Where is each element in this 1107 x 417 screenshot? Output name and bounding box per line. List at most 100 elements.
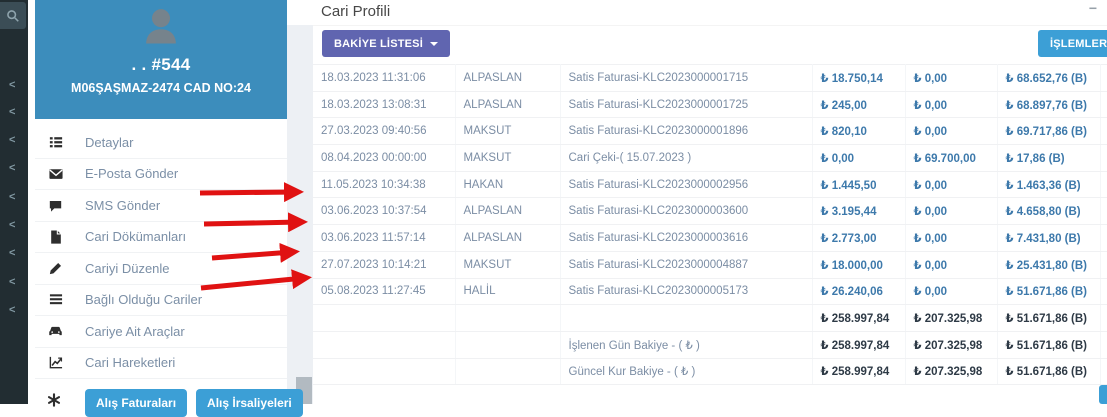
- cell-user: ALPASLAN: [455, 91, 561, 119]
- menu-item-cari-hareketleri[interactable]: Cari Hareketleri: [35, 347, 287, 379]
- cell-balance: ₺ 25.431,80 (B): [997, 251, 1101, 279]
- chevron-left-icon[interactable]: <: [9, 162, 16, 174]
- transactions-table: 18.03.2023 11:31:06 ALPASLAN Satis Fatur…: [313, 64, 1107, 386]
- table-row[interactable]: Güncel Kur Bakiye - ( ₺ ) ₺ 258.997,84 ₺…: [313, 358, 1107, 386]
- scrollbar-track[interactable]: [287, 25, 313, 404]
- search-icon: [7, 9, 19, 22]
- search-button[interactable]: [0, 2, 26, 29]
- car-icon: [47, 325, 64, 337]
- islemler-label: İŞLEMLER: [1050, 37, 1107, 50]
- cell-balance: ₺ 51.671,86 (B): [997, 358, 1101, 386]
- cell-user: ALPASLAN: [455, 64, 561, 92]
- cell-balance: ₺ 1.463,36 (B): [997, 171, 1101, 199]
- table-row[interactable]: ₺ 258.997,84 ₺ 207.325,98 ₺ 51.671,86 (B…: [313, 304, 1107, 332]
- table-row[interactable]: 03.06.2023 11:57:14 ALPASLAN Satis Fatur…: [313, 224, 1107, 252]
- cell-description: [560, 304, 813, 332]
- cell-user: HAKAN: [455, 171, 561, 199]
- cell-description: Satis Faturasi-KLC2023000003616: [560, 224, 813, 252]
- chevron-left-icon[interactable]: <: [9, 276, 16, 288]
- cell-debit: ₺ 258.997,84: [812, 331, 906, 359]
- chevron-left-icon[interactable]: <: [9, 191, 16, 203]
- menu-item-sms-gonder[interactable]: SMS Gönder: [35, 190, 287, 222]
- table-row[interactable]: 27.03.2023 09:40:56 MAKSUT Satis Faturas…: [313, 117, 1107, 146]
- table-row[interactable]: 18.03.2023 11:31:06 ALPASLAN Satis Fatur…: [313, 64, 1107, 92]
- cell-sliver: [1100, 64, 1107, 92]
- bakiye-listesi-button[interactable]: BAKİYE LİSTESİ: [322, 30, 450, 57]
- menu-item-cariye-ait-araclar[interactable]: Cariye Ait Araçlar: [35, 316, 287, 348]
- islemler-button[interactable]: İŞLEMLER: [1038, 30, 1107, 57]
- menu-item-label: E-Posta Gönder: [85, 166, 179, 182]
- menu-item-label: Bağlı Olduğu Cariler: [85, 292, 203, 308]
- table-row[interactable]: İşlenen Gün Bakiye - ( ₺ ) ₺ 258.997,84 …: [313, 331, 1107, 359]
- cell-sliver: [1100, 117, 1107, 146]
- cell-debit: ₺ 245,00: [812, 91, 906, 119]
- cell-credit: ₺ 207.325,98: [905, 304, 998, 332]
- cell-balance: ₺ 51.671,86 (B): [997, 331, 1101, 359]
- cell-credit: ₺ 69.700,00: [905, 144, 998, 172]
- cell-date: [313, 331, 456, 359]
- cell-credit: ₺ 0,00: [905, 224, 998, 252]
- chevron-left-icon[interactable]: <: [9, 219, 16, 231]
- partial-blue-button[interactable]: [1099, 385, 1107, 404]
- cell-description: Satis Faturasi-KLC2023000001896: [560, 117, 813, 146]
- cell-description: İşlenen Gün Bakiye - ( ₺ ): [560, 331, 813, 359]
- cell-description: Cari Çeki-( 15.07.2023 ): [560, 144, 813, 172]
- cell-debit: ₺ 258.997,84: [812, 304, 906, 332]
- chevron-down-icon: [429, 41, 438, 46]
- table-row[interactable]: 05.08.2023 11:27:45 HALİL Satis Faturasi…: [313, 278, 1107, 306]
- cell-credit: ₺ 0,00: [905, 197, 998, 226]
- chevron-left-icon[interactable]: <: [9, 134, 16, 146]
- table-row[interactable]: 08.04.2023 00:00:00 MAKSUT Cari Çeki-( 1…: [313, 144, 1107, 172]
- collapse-icon[interactable]: −: [1088, 0, 1097, 16]
- cell-user: [455, 358, 561, 386]
- avatar: [146, 9, 176, 44]
- table-row[interactable]: 03.06.2023 10:37:54 ALPASLAN Satis Fatur…: [313, 197, 1107, 226]
- chevron-left-icon[interactable]: <: [9, 247, 16, 259]
- mini-sidebar: < < < < < < < < <: [0, 0, 28, 404]
- menu-item-bagli-oldugu-cariler[interactable]: Bağlı Olduğu Cariler: [35, 284, 287, 316]
- menu-item-purchases: Alış Faturaları Alış İrsaliyeleri: [35, 379, 303, 417]
- cell-date: [313, 358, 456, 386]
- cell-description: Satis Faturasi-KLC2023000003600: [560, 197, 813, 226]
- cell-user: MAKSUT: [455, 251, 561, 279]
- transactions-body: 18.03.2023 11:31:06 ALPASLAN Satis Fatur…: [313, 64, 1107, 386]
- cell-balance: ₺ 4.658,80 (B): [997, 197, 1101, 226]
- cell-debit: ₺ 2.773,00: [812, 224, 906, 252]
- cell-date: 18.03.2023 11:31:06: [313, 64, 456, 92]
- main-content: Cari Profili − BAKİYE LİSTESİ İŞLEMLER 1…: [313, 0, 1107, 404]
- table-row[interactable]: 27.07.2023 10:14:21 MAKSUT Satis Faturas…: [313, 251, 1107, 279]
- alis-irsaliyeleri-button[interactable]: Alış İrsaliyeleri: [196, 389, 303, 417]
- header-divider: [313, 25, 1107, 26]
- menu-item-label: SMS Gönder: [85, 197, 161, 213]
- bakiye-listesi-label: BAKİYE LİSTESİ: [334, 37, 423, 50]
- menu-item-cari-dokumanlari[interactable]: Cari Dökümanları: [35, 221, 287, 253]
- menu-item-eposta-gonder[interactable]: E-Posta Gönder: [35, 158, 287, 190]
- cell-description: Satis Faturasi-KLC2023000004887: [560, 251, 813, 279]
- chevron-left-icon[interactable]: <: [9, 304, 16, 316]
- cell-sliver: [1100, 251, 1107, 279]
- cell-date: 08.04.2023 00:00:00: [313, 144, 456, 172]
- menu-item-cariyi-duzenle[interactable]: Cariyi Düzenle: [35, 253, 287, 285]
- cell-balance: ₺ 51.671,86 (B): [997, 278, 1101, 306]
- cell-date: 27.03.2023 09:40:56: [313, 117, 456, 146]
- profile-menu: Detaylar E-Posta Gönder SMS Gönder Cari …: [35, 119, 303, 417]
- asterisk-icon: [47, 393, 61, 407]
- cell-date: 11.05.2023 10:34:38: [313, 171, 456, 199]
- cell-sliver: [1100, 171, 1107, 199]
- menu-item-detaylar[interactable]: Detaylar: [35, 127, 287, 159]
- cell-description: Satis Faturasi-KLC2023000001715: [560, 64, 813, 92]
- cell-user: [455, 304, 561, 332]
- alis-faturalari-button[interactable]: Alış Faturaları: [85, 389, 188, 417]
- chevron-left-icon[interactable]: <: [9, 79, 16, 91]
- chevron-left-icon[interactable]: <: [9, 106, 16, 118]
- cell-sliver: [1100, 331, 1107, 359]
- cell-credit: ₺ 207.325,98: [905, 358, 998, 386]
- menu-item-label: Detaylar: [85, 134, 134, 150]
- cell-debit: ₺ 3.195,44: [812, 197, 906, 226]
- envelope-icon: [47, 168, 64, 180]
- table-row[interactable]: 11.05.2023 10:34:38 HAKAN Satis Faturasi…: [313, 171, 1107, 199]
- cell-debit: ₺ 18.000,00: [812, 251, 906, 279]
- cell-description: Satis Faturasi-KLC2023000001725: [560, 91, 813, 119]
- list-icon: [47, 293, 64, 306]
- table-row[interactable]: 18.03.2023 13:08:31 ALPASLAN Satis Fatur…: [313, 91, 1107, 119]
